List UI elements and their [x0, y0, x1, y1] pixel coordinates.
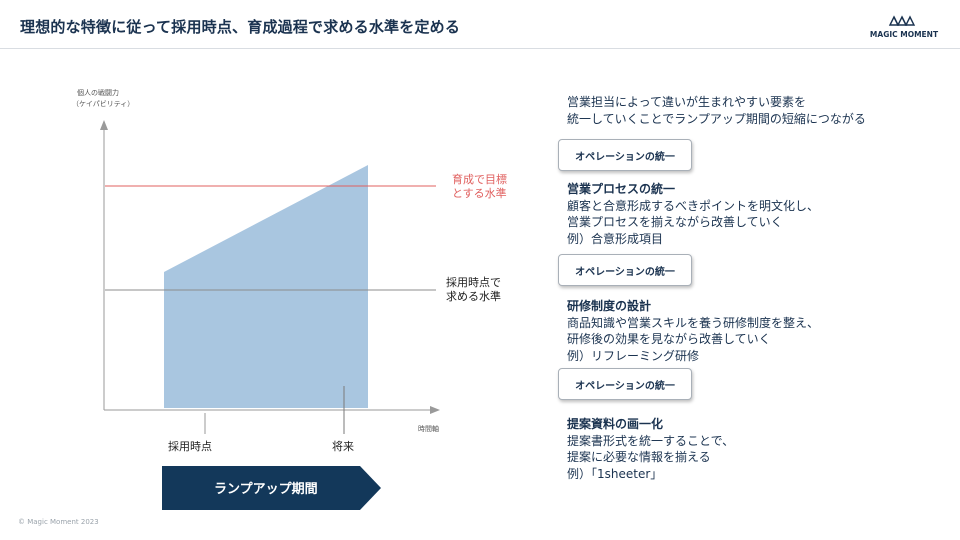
y-axis-label: 個人の戦闘力 — [77, 88, 119, 97]
section-example: 例）合意形成項目 — [567, 231, 664, 246]
header-divider — [0, 48, 960, 49]
sales-process-section: 営業プロセスの統一 顧客と合意形成するべきポイントを明文化し、 営業プロセスを揃… — [567, 181, 947, 247]
intro-line: 統一していくことでランプアップ期間の短縮につながる — [567, 112, 866, 126]
section-example: 例）「1sheeter」 — [567, 466, 663, 481]
section-line: 顧客と合意形成するべきポイントを明文化し、 — [567, 198, 820, 213]
intro-line: 営業担当によって違いが生まれやすい要素を — [567, 95, 807, 109]
intro-text: 営業担当によって違いが生まれやすい要素を 統一していくことでランプアップ期間の短… — [567, 94, 947, 128]
section-title: 営業プロセスの統一 — [567, 182, 676, 196]
page-title: 理想的な特徴に従って採用時点、育成過程で求める水準を定める — [20, 18, 461, 36]
target-level-label-2: とする水準 — [452, 186, 507, 200]
rampup-period-label: ランプアップ期間 — [214, 482, 318, 497]
hiring-level-label: 採用時点で — [446, 275, 501, 289]
section-line: 提案書形式を統一することで、 — [567, 433, 735, 448]
x-axis-label: 時間軸 — [418, 424, 439, 433]
x-axis-arrowhead — [430, 406, 440, 414]
copyright-footer: © Magic Moment 2023 — [18, 518, 99, 526]
section-line: 研修後の効果を見ながら改善していく — [567, 332, 771, 346]
capability-growth-area — [164, 165, 368, 408]
y-axis-label-sub: （ケイパビリティ） — [72, 99, 134, 108]
section-title: 研修制度の設計 — [567, 299, 652, 313]
magic-moment-logo: MAGIC MOMENT — [864, 12, 944, 42]
y-axis-arrowhead — [100, 120, 108, 130]
section-line: 商品知識や営業スキルを養う研修制度を整え、 — [567, 315, 820, 330]
section-line: 提案に必要な情報を揃える — [567, 450, 711, 464]
proposal-standardization-section: 提案資料の画一化 提案書形式を統一することで、 提案に必要な情報を揃える 例）「… — [567, 416, 947, 482]
operation-unification-button[interactable]: オペレーションの統一 — [558, 368, 692, 400]
tick-label-future: 将来 — [332, 440, 354, 453]
section-line: 営業プロセスを揃えながら改善していく — [567, 215, 783, 229]
operation-unification-button[interactable]: オペレーションの統一 — [558, 139, 692, 171]
section-example: 例）リフレーミング研修 — [567, 348, 700, 363]
target-level-label: 育成で目標 — [452, 172, 507, 186]
operation-unification-button[interactable]: オペレーションの統一 — [558, 254, 692, 286]
logo-text: MAGIC MOMENT — [869, 30, 939, 39]
training-design-section: 研修制度の設計 商品知識や営業スキルを養う研修制度を整え、 研修後の効果を見なが… — [567, 298, 947, 364]
hiring-level-label-2: 求める水準 — [446, 289, 501, 303]
rampup-period-arrow — [162, 466, 381, 510]
section-title: 提案資料の画一化 — [567, 417, 664, 431]
tick-label-hiring: 採用時点 — [168, 439, 212, 453]
logo-mark-icon — [888, 15, 916, 26]
